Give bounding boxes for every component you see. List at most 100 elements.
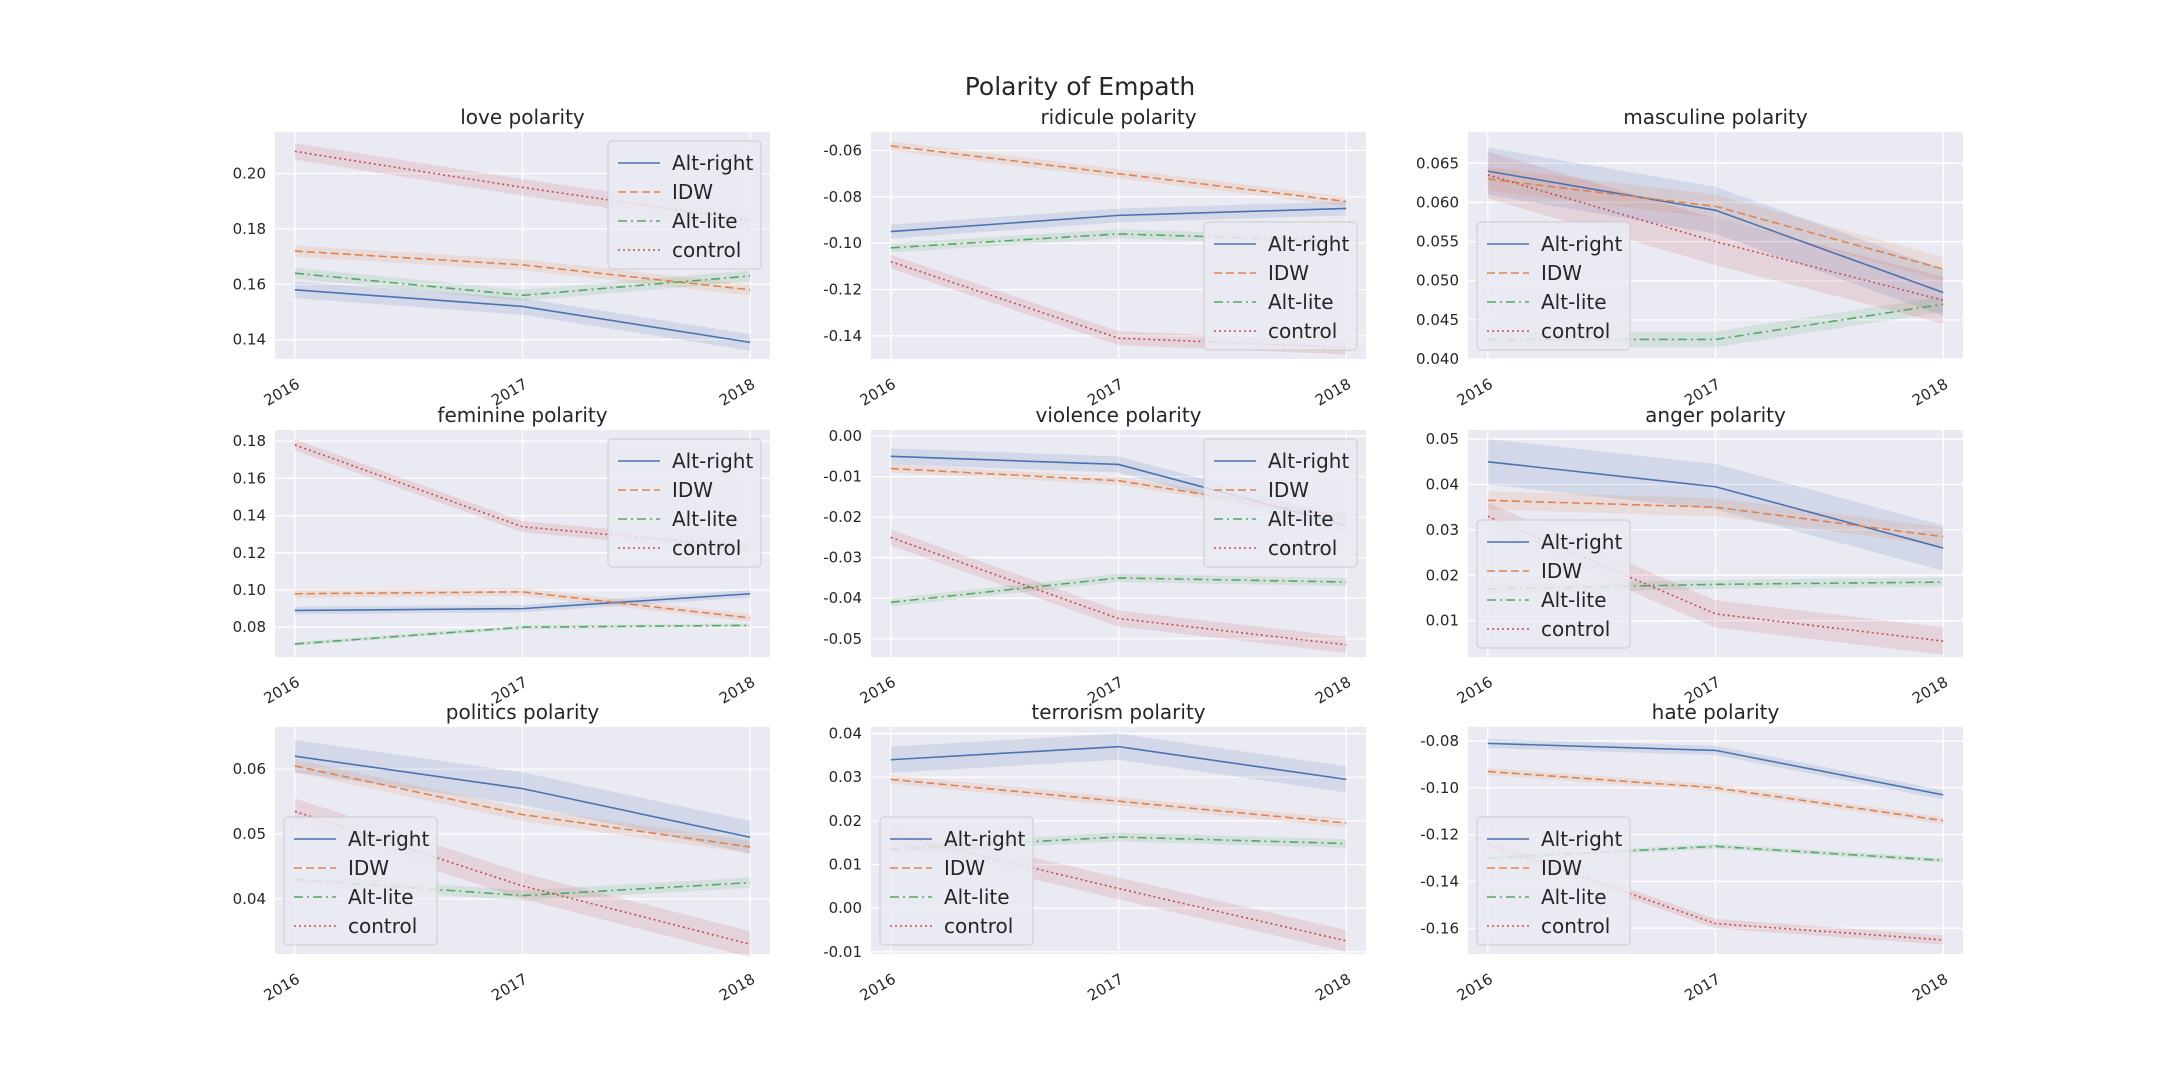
y-tick-label: 0.01	[1426, 612, 1459, 630]
legend-label-alt-right: Alt-right	[672, 449, 753, 473]
y-tick-label: 0.050	[1416, 272, 1459, 290]
y-tick-label: 0.04	[1426, 475, 1459, 493]
figure-title: Polarity of Empath	[965, 72, 1196, 101]
y-tick-label: 0.10	[233, 581, 266, 599]
legend-label-control: control	[348, 914, 417, 938]
series-line-control	[890, 536, 1347, 646]
series-line-control	[294, 150, 751, 222]
legend-label-idw: IDW	[672, 180, 713, 204]
y-tick-label: 0.065	[1416, 154, 1459, 172]
y-tick-label: 0.16	[233, 469, 266, 487]
legend-label-idw: IDW	[1268, 478, 1309, 502]
y-tick-label: 0.045	[1416, 311, 1459, 329]
ci-band-alt-right	[294, 739, 751, 854]
legend-label-control: control	[1541, 319, 1610, 343]
panel-title: masculine polarity	[1623, 105, 1808, 129]
legend-label-alt-right: Alt-right	[1541, 232, 1622, 256]
y-tick-label: 0.06	[233, 760, 266, 778]
legend-label-alt-lite: Alt-lite	[1541, 290, 1607, 314]
y-tick-label: 0.14	[233, 331, 266, 349]
ci-band-alt-right	[1487, 147, 1944, 316]
y-tick-label: 0.02	[1426, 566, 1459, 584]
legend-label-control: control	[1268, 319, 1337, 343]
panels: 0.14 0.16 0.18 0.20 2016 2017 2018 love polarit…	[233, 105, 1963, 1005]
y-tick-label: 0.060	[1416, 193, 1459, 211]
y-tick-label: -0.12	[823, 281, 862, 299]
y-tick-label: -0.08	[823, 188, 862, 206]
legend: Alt-right IDW Alt-lite control	[607, 438, 762, 568]
series-line-alt-right	[294, 755, 751, 839]
ci-band-alt-right	[1487, 439, 1944, 571]
series-line-idw	[890, 467, 1347, 518]
y-tick-label: -0.14	[1420, 872, 1459, 890]
legend-label-alt-right: Alt-right	[1268, 232, 1349, 256]
legend: Alt-right IDW Alt-lite control	[1203, 221, 1358, 351]
x-tick-label: 2017	[488, 970, 530, 1005]
y-tick-label: 0.08	[233, 618, 266, 636]
y-tick-label: 0.14	[233, 507, 266, 525]
legend-label-alt-lite: Alt-lite	[944, 885, 1010, 909]
y-tick-label: 0.040	[1416, 350, 1459, 368]
ci-band-idw	[890, 464, 1347, 522]
y-tick-label: 0.02	[829, 812, 862, 830]
legend-label-control: control	[672, 238, 741, 262]
ci-band-idw	[1487, 491, 1944, 546]
x-tick-label: 2016	[261, 673, 303, 708]
legend-label-alt-lite: Alt-lite	[1541, 885, 1607, 909]
ci-band-alt-lite	[294, 874, 751, 901]
legend-label-alt-right: Alt-right	[672, 151, 753, 175]
series-line-alt-lite	[1487, 303, 1944, 341]
legend-label-alt-lite: Alt-lite	[348, 885, 414, 909]
series-line-alt-lite	[294, 272, 751, 297]
legend-box	[1203, 221, 1358, 351]
y-tick-label: -0.14	[823, 327, 862, 345]
legend-label-control: control	[1268, 536, 1337, 560]
legend-label-alt-right: Alt-right	[944, 827, 1025, 851]
legend-label-idw: IDW	[672, 478, 713, 502]
legend-box	[1203, 438, 1358, 568]
y-tick-label: 0.03	[1426, 521, 1459, 539]
y-tick-label: 0.18	[233, 220, 266, 238]
x-tick-label: 2018	[1312, 375, 1354, 410]
y-tick-label: -0.02	[823, 508, 862, 526]
x-tick-label: 2018	[716, 970, 758, 1005]
y-tick-label: 0.20	[233, 165, 266, 183]
legend-label-alt-right: Alt-right	[348, 827, 429, 851]
y-tick-label: -0.06	[823, 142, 862, 160]
series-line-control	[294, 810, 751, 946]
series-line-idw	[1487, 770, 1944, 822]
y-tick-label: -0.16	[1420, 919, 1459, 937]
ci-band-alt-right	[890, 733, 1347, 793]
legend-label-alt-lite: Alt-lite	[672, 209, 738, 233]
legend-label-alt-lite: Alt-lite	[1541, 588, 1607, 612]
y-tick-label: 0.04	[829, 725, 862, 743]
legend-box	[283, 816, 438, 946]
series-line-control	[890, 260, 1347, 349]
panel-title: terrorism polarity	[1031, 700, 1205, 724]
y-tick-label: 0.055	[1416, 233, 1459, 251]
ci-band-idw	[294, 588, 751, 622]
series-line-alt-right	[890, 207, 1347, 233]
y-tick-label: 0.03	[829, 768, 862, 786]
ci-band-alt-lite	[890, 832, 1347, 854]
panel-terrorism-polarity: -0.01 0.00 0.01 0.02 0.03 0.04 2016 2017 2018 ter…	[823, 700, 1366, 1005]
x-tick-label: 2016	[1454, 673, 1496, 708]
legend-label-idw: IDW	[348, 856, 389, 880]
series-line-alt-right	[1487, 742, 1944, 796]
y-tick-label: 0.01	[829, 856, 862, 874]
legend-box	[607, 438, 762, 568]
y-tick-label: -0.10	[823, 234, 862, 252]
series-line-idw	[890, 145, 1347, 203]
legend-box	[879, 816, 1034, 946]
ci-band-alt-right	[294, 590, 751, 615]
legend: Alt-right IDW Alt-lite control	[1203, 438, 1358, 568]
series-line-idw	[294, 765, 751, 848]
y-tick-label: -0.03	[823, 549, 862, 567]
x-tick-label: 2016	[857, 375, 899, 410]
x-tick-label: 2017	[1681, 970, 1723, 1005]
